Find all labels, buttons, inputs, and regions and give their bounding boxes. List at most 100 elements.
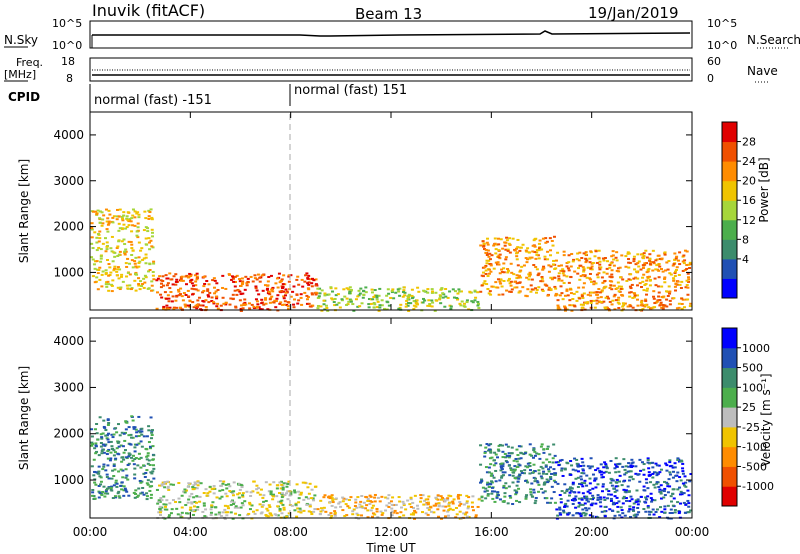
range-cell — [610, 276, 614, 279]
range-cell — [484, 497, 488, 500]
range-cell — [102, 419, 106, 422]
range-cell — [107, 448, 111, 451]
range-cell — [594, 486, 598, 489]
range-cell — [620, 293, 624, 296]
range-cell — [558, 512, 562, 515]
range-cell — [681, 482, 685, 485]
range-cell — [489, 450, 493, 453]
range-cell — [602, 287, 606, 290]
range-cell — [534, 496, 538, 499]
range-cell — [148, 268, 152, 271]
range-cell — [543, 482, 547, 485]
range-cell — [685, 263, 689, 266]
range-cell — [646, 275, 650, 278]
range-cell — [100, 285, 104, 288]
range-cell — [515, 274, 519, 277]
range-cell — [529, 488, 533, 491]
range-cell — [681, 255, 685, 258]
range-cell — [586, 266, 590, 269]
range-cell — [668, 303, 672, 306]
range-cell — [199, 304, 203, 307]
range-cell — [174, 280, 178, 283]
range-cell — [496, 456, 500, 459]
range-cell — [516, 454, 520, 457]
range-cell — [316, 508, 320, 511]
range-cell — [592, 280, 596, 283]
range-cell — [550, 485, 554, 488]
range-cell — [636, 498, 640, 501]
freq-panel: Freq. [MHz] 18 8 60 0 Nave — [4, 55, 778, 85]
range-cell — [635, 270, 639, 273]
range-cell — [137, 487, 141, 490]
range-cell — [539, 280, 543, 283]
colorbar-swatch — [722, 161, 737, 182]
range-cell — [138, 479, 142, 482]
range-cell — [529, 290, 533, 293]
range-cell — [109, 247, 113, 250]
range-cell — [491, 490, 495, 493]
range-cell — [402, 289, 406, 292]
range-cell — [648, 278, 652, 281]
range-cell — [106, 438, 110, 441]
range-cell — [165, 306, 169, 309]
colorbar-swatch — [722, 258, 737, 279]
range-cell — [503, 452, 507, 455]
range-cell — [174, 283, 178, 286]
range-cell — [188, 495, 192, 498]
colorbar-swatch — [722, 426, 737, 448]
x-tick-label: 00:00 — [73, 525, 108, 539]
range-cell — [645, 293, 649, 296]
range-cell — [500, 462, 504, 465]
range-cell — [518, 281, 522, 284]
range-cell — [111, 497, 115, 500]
range-cell — [212, 485, 216, 488]
range-cell — [247, 512, 251, 515]
range-cell — [152, 467, 156, 470]
range-cell — [630, 498, 634, 501]
range-cell — [130, 436, 134, 439]
range-cell — [149, 493, 153, 496]
range-cell — [632, 258, 636, 261]
range-cell — [409, 302, 413, 305]
range-cell — [656, 254, 660, 257]
range-cell — [196, 508, 200, 511]
range-cell — [223, 508, 227, 511]
range-cell — [656, 268, 660, 271]
range-cell — [632, 296, 636, 299]
range-cell — [99, 257, 103, 260]
range-cell — [117, 222, 121, 225]
range-cell — [496, 286, 500, 289]
range-cell — [204, 306, 208, 308]
range-cell — [258, 307, 262, 310]
range-cell — [488, 485, 492, 488]
range-cell — [525, 250, 529, 253]
range-cell — [580, 498, 584, 501]
range-cell — [583, 497, 587, 500]
range-cell — [324, 304, 328, 307]
range-cell — [90, 227, 94, 230]
range-cell — [640, 299, 644, 302]
range-cell — [493, 451, 497, 454]
range-cell — [133, 262, 137, 265]
range-cell — [473, 289, 477, 292]
range-cell — [675, 268, 679, 271]
range-cell — [583, 275, 587, 278]
range-cell — [269, 490, 273, 493]
range-cell — [549, 276, 553, 279]
colorbar-tick-label: 500 — [742, 362, 763, 375]
range-cell — [354, 498, 358, 501]
range-cell — [218, 480, 222, 483]
range-cell — [636, 503, 640, 506]
range-cell — [537, 257, 541, 260]
range-cell — [588, 482, 592, 485]
range-cell — [621, 302, 625, 305]
range-cell — [118, 268, 122, 271]
range-cell — [614, 463, 618, 466]
range-cell — [486, 481, 490, 484]
range-cell — [116, 286, 120, 289]
range-cell — [515, 255, 519, 258]
range-cell — [660, 295, 664, 298]
range-cell — [212, 301, 216, 304]
range-cell — [181, 299, 185, 302]
range-cell — [591, 502, 595, 505]
